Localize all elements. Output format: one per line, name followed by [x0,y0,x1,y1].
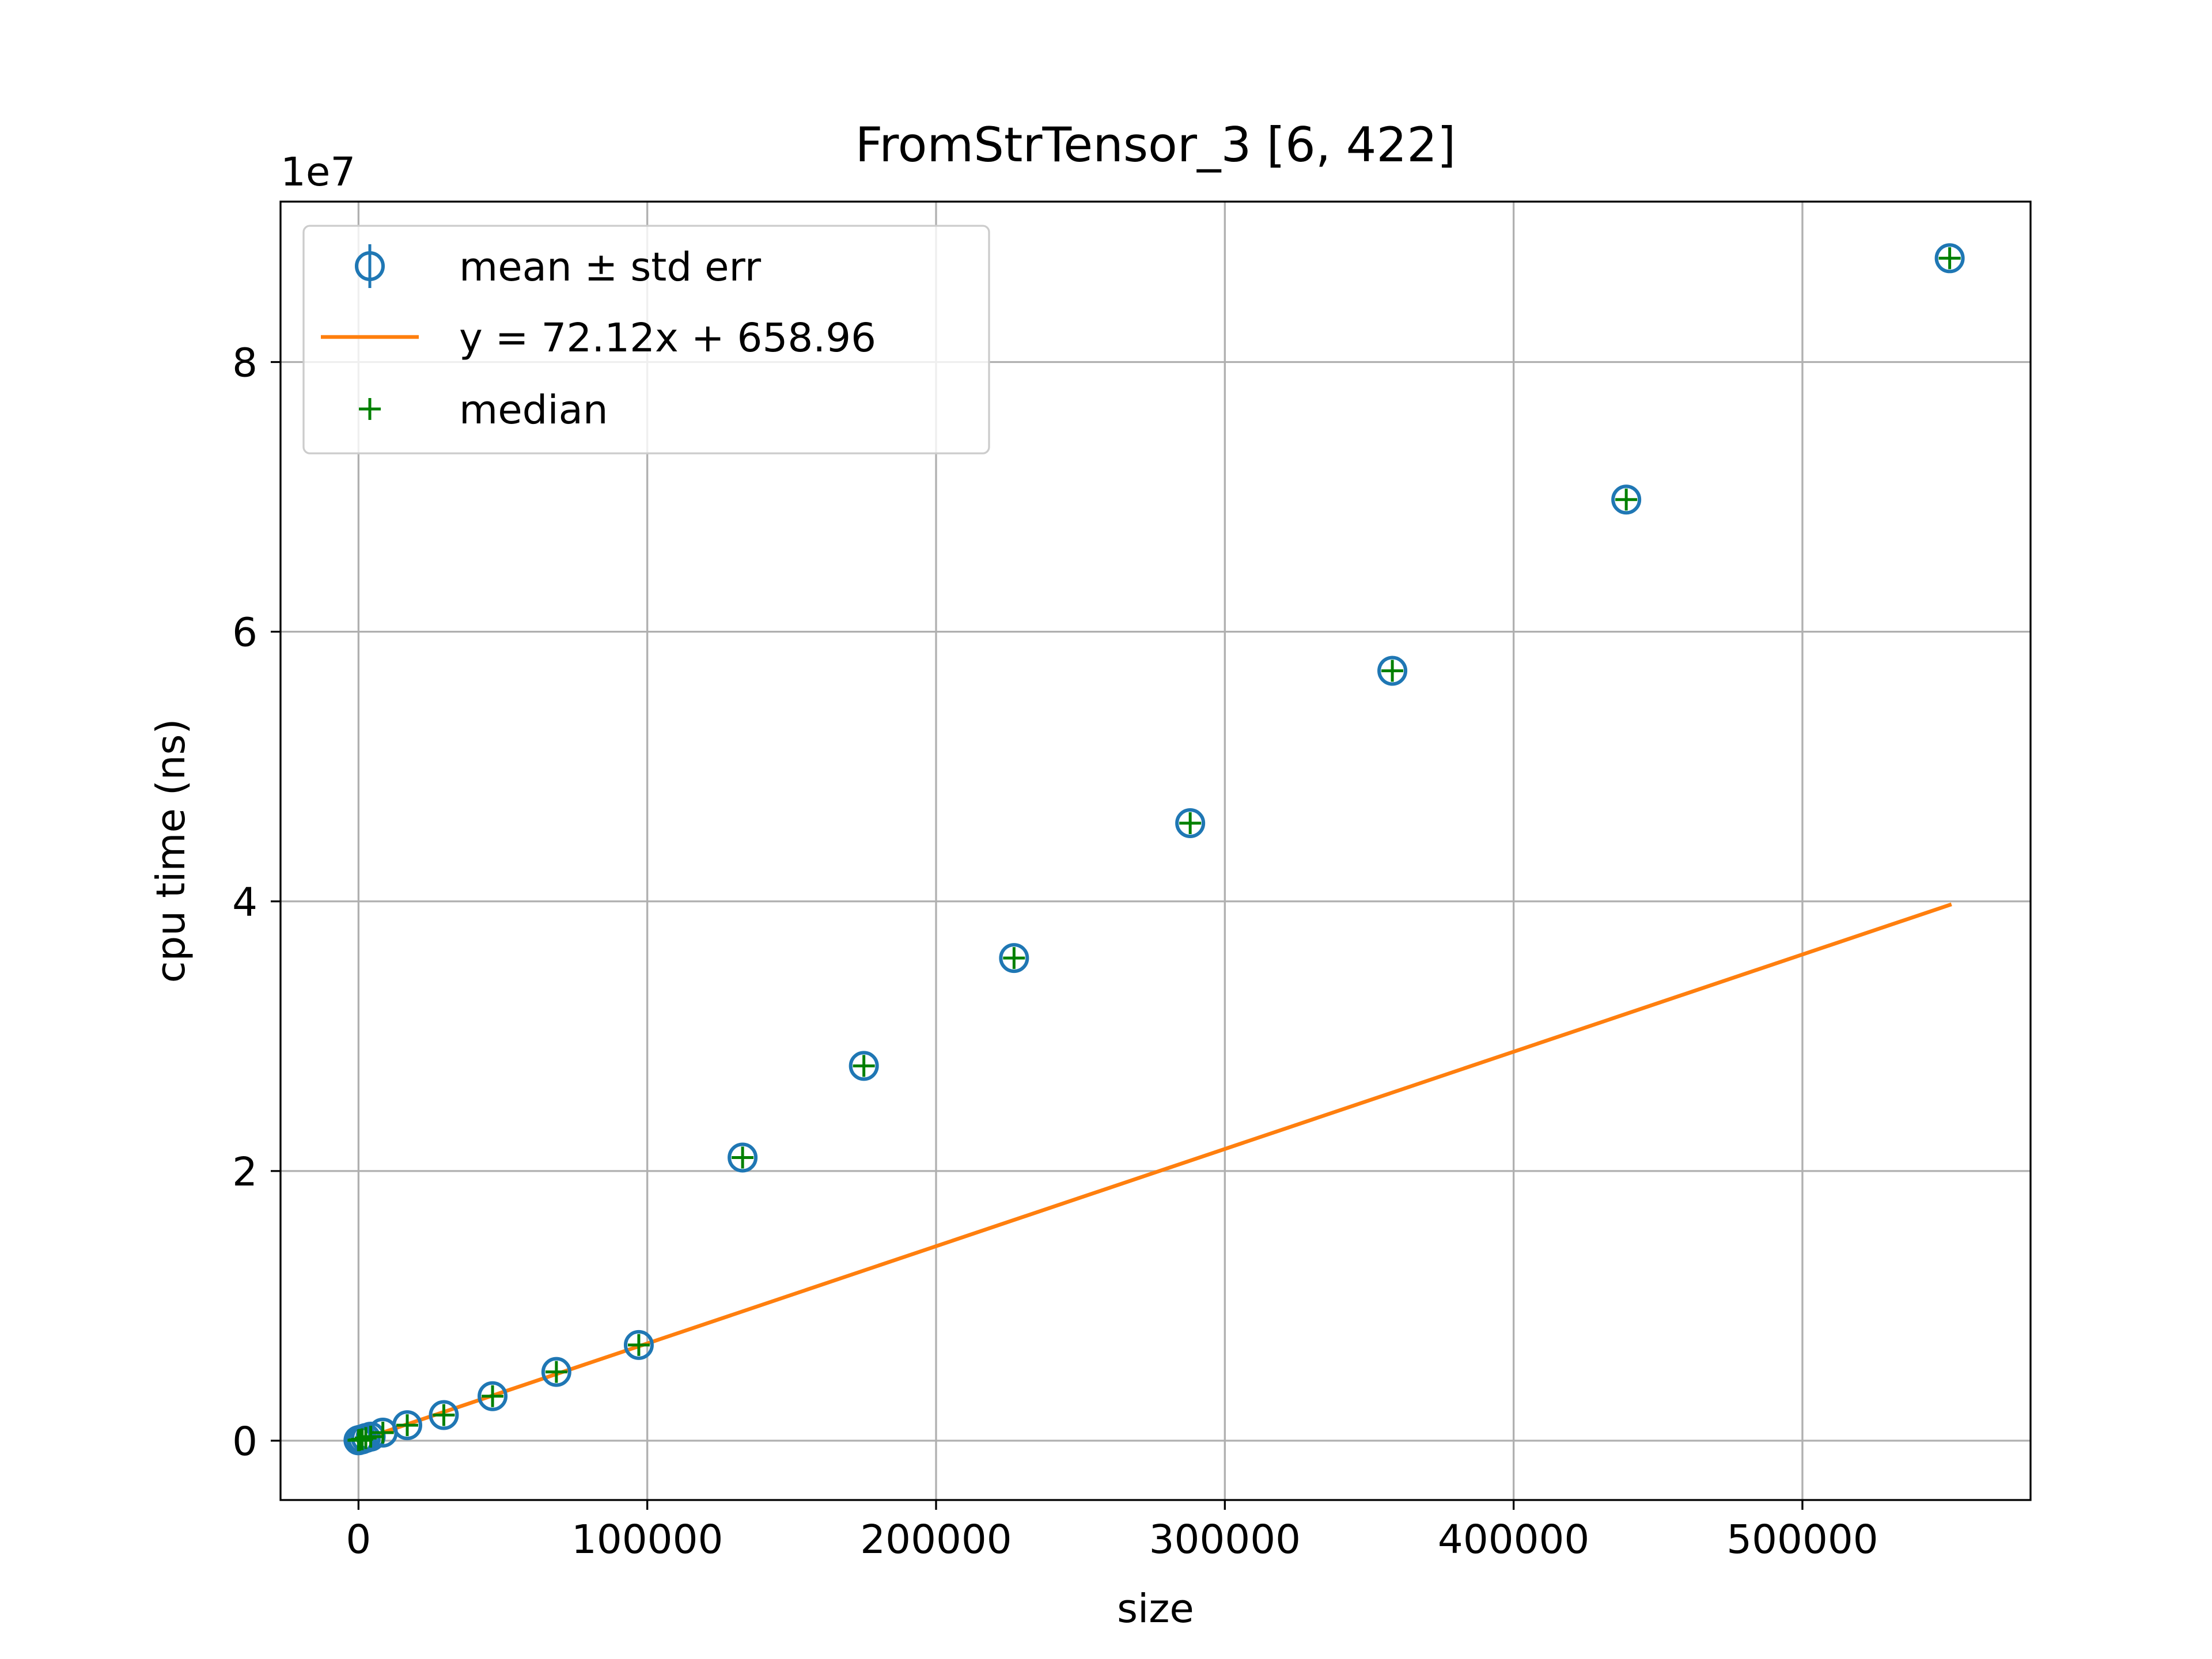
median-point [1615,488,1638,511]
mean-point [728,1142,758,1173]
median-point [545,1361,567,1383]
mean-point [1175,808,1206,839]
x-tick-label: 300000 [1149,1517,1301,1563]
x-axis-label: size [1117,1586,1194,1632]
mean-point [429,1400,459,1430]
median-point [1938,247,1961,270]
median-point [1179,812,1202,835]
median-point [732,1146,754,1169]
y-axis-scale-label: 1e7 [281,149,355,195]
x-tick-label: 0 [346,1517,371,1563]
mean-point [849,1051,879,1081]
legend-label: median [459,387,608,433]
median-point [1003,947,1025,969]
median-point [396,1414,418,1437]
mean-point [623,1330,654,1360]
legend-plus-icon [359,398,381,420]
median-point [433,1404,455,1426]
x-tick-label: 200000 [860,1517,1012,1563]
y-tick-label: 8 [232,340,257,387]
legend-label: y = 72.12x + 658.96 [459,315,876,361]
y-tick-label: 6 [232,610,257,656]
median-point [359,1425,382,1448]
mean-point [478,1381,508,1411]
y-axis-label: cpu time (ns) [148,719,194,983]
median-point [1381,660,1404,682]
mean-point [541,1357,571,1387]
mean-point [999,943,1029,974]
median-point [627,1334,650,1356]
mean-point [1611,484,1642,515]
y-tick-label: 2 [232,1149,257,1195]
x-tick-label: 500000 [1726,1517,1878,1563]
median-point [372,1421,394,1444]
plot-series [343,243,1965,1456]
plot-frame [279,200,2032,1501]
mean-point [392,1410,422,1441]
y-axis: 0 2 4 6 8 [232,340,281,1465]
y-tick-label: 4 [232,880,257,926]
chart-title: FromStrTensor_3 [6, 422] [855,117,1456,173]
fit-line [356,902,1952,1444]
median-point [482,1385,504,1407]
legend-box [302,225,990,454]
mean-point [1377,656,1408,686]
legend: mean ± std err y = 72.12x + 658.96 median [302,225,990,454]
median-point [853,1055,875,1077]
legend-label: mean ± std err [459,244,762,290]
x-axis: 0 100000 200000 300000 400000 500000 [346,1500,1878,1563]
x-tick-label: 100000 [571,1517,723,1563]
x-tick-label: 400000 [1438,1517,1589,1563]
y-tick-label: 0 [232,1419,257,1465]
mean-point [1934,243,1965,274]
